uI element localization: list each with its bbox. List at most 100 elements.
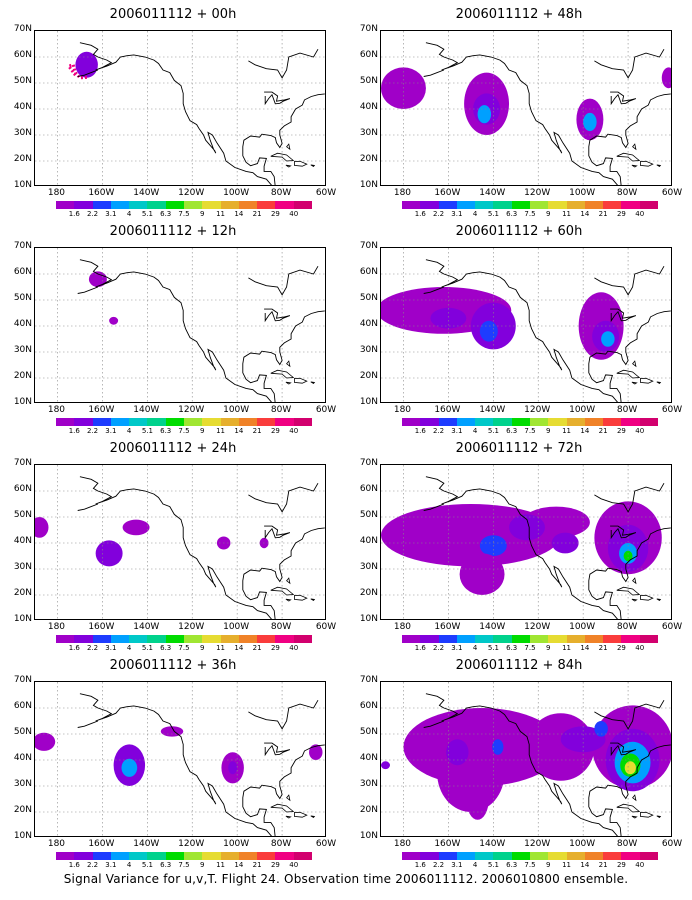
map-area (380, 464, 672, 620)
colorbar-swatch (202, 852, 221, 860)
colorbar-swatch (438, 852, 457, 860)
lat-tick-label: 40N (359, 753, 378, 763)
variance-contour (381, 761, 390, 770)
island-outline (286, 577, 291, 585)
colorbar-label: 14 (580, 210, 590, 218)
variance-contour (479, 320, 498, 342)
island-outline (285, 815, 292, 819)
colorbar-label: 29 (616, 427, 626, 435)
coastline (248, 482, 319, 513)
colorbar-swatch (129, 201, 148, 209)
colorbar-swatch (257, 201, 276, 209)
colorbar-swatch (420, 201, 439, 209)
colorbar-label: 5.1 (141, 210, 153, 218)
panel-title: 2006011112 + 60h (455, 224, 583, 239)
lon-tick-label: 180 (393, 188, 412, 198)
lat-tick-label: 50N (13, 510, 32, 520)
colorbar-label: 1.6 (414, 427, 426, 435)
island-outline (270, 586, 295, 596)
coastline (588, 93, 671, 185)
map-area (34, 30, 326, 186)
colorbar-label: 1.6 (68, 210, 80, 218)
lat-tick-label: 50N (359, 727, 378, 737)
colorbar-label: 4 (472, 644, 478, 652)
lon-tick-label: 160W (434, 839, 461, 849)
colorbar-label: 4 (126, 644, 132, 652)
colorbar-swatch (603, 852, 622, 860)
map-panel: 2006011112 + 36h 70N 60N 50N 40N 30N 20N 10N 180… (0, 651, 346, 869)
island-outline (294, 160, 308, 167)
colorbar-swatch (639, 635, 658, 643)
colorbar-label: 29 (270, 861, 280, 869)
lon-tick-label: 100W (223, 839, 250, 849)
colorbar (402, 418, 658, 426)
colorbar-label: 14 (580, 644, 590, 652)
colorbar-swatch (529, 418, 549, 426)
lat-tick-label: 70N (359, 24, 378, 34)
lon-tick-label: 60W (661, 188, 683, 198)
lat-tick-label: 50N (13, 727, 32, 737)
colorbar-swatch (147, 852, 166, 860)
colorbar-label: 4 (126, 210, 132, 218)
colorbar-label: 7.5 (524, 427, 536, 435)
coastline (77, 286, 99, 294)
island-outline (656, 164, 662, 168)
lat-tick-label: 60N (359, 701, 378, 711)
coastline (242, 744, 325, 836)
lon-tick-label: 180 (393, 622, 412, 632)
lon-tick-label: 80W (616, 622, 638, 632)
coastline (77, 69, 99, 77)
colorbar-swatch (129, 418, 148, 426)
lat-tick-label: 30N (359, 345, 378, 355)
coastline (610, 525, 637, 540)
island-outline (270, 152, 295, 162)
variance-contour (228, 761, 238, 775)
colorbar-swatch (165, 418, 184, 426)
variance-contour (601, 331, 615, 347)
lon-tick-label: 180 (393, 405, 412, 415)
colorbar-label: 4 (472, 427, 478, 435)
lat-tick-label: 10N (13, 831, 32, 841)
lat-tick-label: 10N (13, 614, 32, 624)
colorbar-swatch (621, 635, 640, 643)
colorbar-swatch (165, 201, 184, 209)
lat-tick-label: 10N (359, 180, 378, 190)
lat-tick-label: 10N (13, 397, 32, 407)
panel-title: 2006011112 + 36h (109, 658, 237, 673)
coastline (264, 308, 291, 323)
variance-contour (430, 307, 467, 329)
lat-tick-label: 40N (359, 319, 378, 329)
colorbar-swatch (402, 201, 421, 209)
variance-contour (466, 778, 489, 820)
colorbar-label: 29 (270, 210, 280, 218)
colorbar-label: 3.1 (105, 427, 117, 435)
colorbar-swatch (74, 418, 93, 426)
map-area (380, 30, 672, 186)
colorbar-swatch (456, 635, 476, 643)
colorbar-swatch (548, 418, 567, 426)
lat-tick-label: 60N (359, 484, 378, 494)
lon-tick-label: 180 (47, 622, 66, 632)
colorbar-label: 21 (252, 861, 262, 869)
lat-tick-label: 70N (359, 241, 378, 251)
coastline (242, 93, 325, 185)
island-outline (270, 369, 295, 379)
coastline (79, 476, 272, 619)
colorbar-swatch (74, 201, 93, 209)
coastline (425, 259, 618, 402)
island-outline (285, 598, 292, 602)
colorbar-swatch (275, 635, 294, 643)
map-canvas (381, 31, 671, 185)
lon-tick-label: 100W (569, 188, 596, 198)
colorbar-label: 21 (598, 210, 608, 218)
coastline (79, 259, 272, 402)
colorbar-label: 4 (472, 210, 478, 218)
coastline (594, 48, 665, 79)
colorbar-label: 40 (635, 644, 645, 652)
colorbar-swatch (456, 201, 476, 209)
lat-tick-label: 20N (13, 588, 32, 598)
colorbar-swatch (275, 418, 294, 426)
colorbar-swatch (420, 635, 439, 643)
colorbar-label: 4 (126, 427, 132, 435)
island-outline (640, 377, 654, 384)
